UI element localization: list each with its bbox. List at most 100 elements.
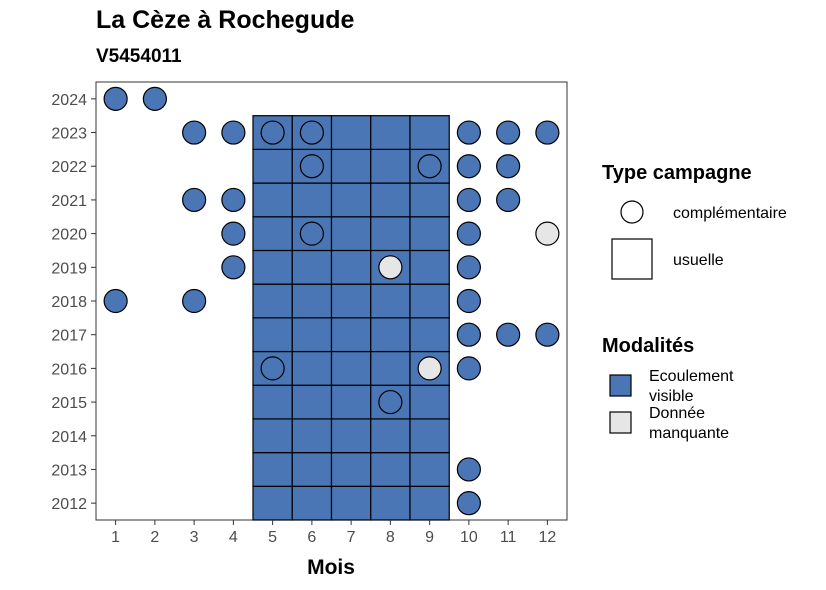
- usuelle-cell: [370, 452, 411, 487]
- complementaire-point: [456, 221, 481, 246]
- complementaire-point: [260, 120, 285, 145]
- y-tick-label: 2013: [51, 462, 87, 479]
- usuelle-cell: [370, 148, 411, 184]
- legend-ecoulement-label-2: visible: [649, 388, 694, 405]
- complementaire-point: [496, 120, 521, 145]
- complementaire-point: [496, 154, 521, 179]
- usuelle-cell: [291, 350, 333, 386]
- complementaire-point: [299, 154, 324, 179]
- legend-manquante-label-1: Donnée: [649, 405, 705, 422]
- complementaire-point: [260, 356, 285, 381]
- usuelle-cell: [409, 317, 450, 353]
- complementaire-point: [456, 356, 481, 381]
- complementaire-point: [496, 322, 521, 347]
- complementaire-point: [456, 120, 481, 145]
- usuelle-cell: [370, 283, 411, 319]
- y-tick-label: 2020: [51, 227, 87, 244]
- x-tick-label: 4: [229, 529, 238, 546]
- usuelle-cell: [409, 249, 450, 285]
- x-tick-label: 2: [150, 529, 159, 546]
- usuelle-cell: [291, 249, 333, 285]
- usuelle-cell: [370, 350, 411, 386]
- usuelle-cell: [370, 216, 411, 252]
- usuelle-cell: [370, 485, 411, 521]
- legend-circle-key: [620, 200, 644, 224]
- usuelle-cell: [252, 452, 293, 487]
- y-tick-label: 2019: [51, 260, 87, 277]
- usuelle-cell: [291, 283, 333, 319]
- y-tick-label: 2014: [51, 429, 87, 446]
- usuelle-cell: [330, 148, 372, 184]
- usuelle-cell: [291, 384, 333, 420]
- usuelle-cell: [330, 216, 372, 252]
- usuelle-cell: [330, 249, 372, 285]
- legend: Type campagne complémentaire usuelle Mod…: [602, 162, 787, 442]
- usuelle-cell: [330, 452, 372, 487]
- complementaire-point: [378, 389, 403, 415]
- x-tick-label: 7: [347, 529, 356, 546]
- x-tick-label: 10: [460, 529, 478, 546]
- usuelle-cell: [252, 148, 293, 184]
- x-tick-label: 1: [111, 529, 120, 546]
- complementaire-point: [456, 288, 481, 314]
- complementaire-point: [535, 120, 560, 145]
- usuelle-cell: [252, 216, 293, 252]
- y-tick-label: 2024: [51, 92, 87, 109]
- complementaire-point: [182, 120, 207, 145]
- usuelle-cell: [330, 115, 372, 150]
- usuelle-cell: [252, 182, 293, 218]
- complementaire-point: [417, 356, 442, 381]
- usuelle-cell: [291, 317, 333, 353]
- complementaire-point: [456, 187, 481, 213]
- complementaire-point: [299, 221, 324, 246]
- legend-complementaire-label: complémentaire: [673, 205, 787, 222]
- usuelle-cell: [330, 350, 372, 386]
- complementaire-point: [456, 457, 481, 482]
- x-tick-label: 3: [190, 529, 199, 546]
- legend-manquante-key: [609, 411, 632, 434]
- usuelle-cell: [330, 283, 372, 319]
- usuelle-cell: [370, 418, 411, 454]
- complementaire-point: [103, 288, 128, 314]
- complementaire-point: [103, 86, 128, 111]
- usuelle-cell: [409, 485, 450, 521]
- usuelle-cell: [370, 115, 411, 150]
- complementaire-point: [496, 187, 521, 213]
- y-tick-label: 2018: [51, 294, 87, 311]
- legend-ecoulement-key: [609, 374, 632, 397]
- legend-fill-title: Modalités: [602, 335, 694, 357]
- complementaire-point: [378, 255, 403, 280]
- usuelle-cell: [291, 452, 333, 487]
- complementaire-point: [417, 154, 442, 179]
- y-axis: 2012 2013 2014 2015 2016 2017 2018 2019 2020 2021…: [51, 92, 96, 513]
- complementaire-point: [535, 221, 560, 246]
- complementaire-point: [456, 255, 481, 280]
- legend-ecoulement-label-1: Ecoulement: [649, 368, 734, 385]
- usuelle-cell: [330, 384, 372, 420]
- x-axis-label: Mois: [307, 556, 355, 579]
- usuelle-cell: [330, 485, 372, 521]
- usuelle-cell: [252, 384, 293, 420]
- usuelle-cell: [252, 485, 293, 521]
- complementaire-point: [142, 86, 167, 111]
- complementaire-point: [456, 491, 481, 516]
- usuelle-cell: [330, 317, 372, 353]
- legend-shape-title: Type campagne: [602, 162, 752, 184]
- legend-square-key: [611, 238, 653, 280]
- x-tick-label: 9: [425, 529, 434, 546]
- usuelle-cell: [291, 418, 333, 454]
- usuelle-cell: [409, 452, 450, 487]
- y-tick-label: 2016: [51, 361, 87, 378]
- complementaire-point: [221, 187, 246, 213]
- x-tick-label: 11: [500, 529, 517, 546]
- complementaire-point: [182, 288, 207, 314]
- complementaire-point: [182, 187, 207, 213]
- usuelle-cell: [330, 418, 372, 454]
- y-tick-label: 2023: [51, 126, 87, 143]
- x-tick-label: 5: [268, 529, 277, 546]
- legend-manquante-label-2: manquante: [649, 425, 729, 442]
- complementaire-point: [221, 255, 246, 280]
- usuelle-cell: [370, 317, 411, 353]
- complementaire-point: [456, 154, 481, 179]
- complementaire-point: [535, 322, 560, 347]
